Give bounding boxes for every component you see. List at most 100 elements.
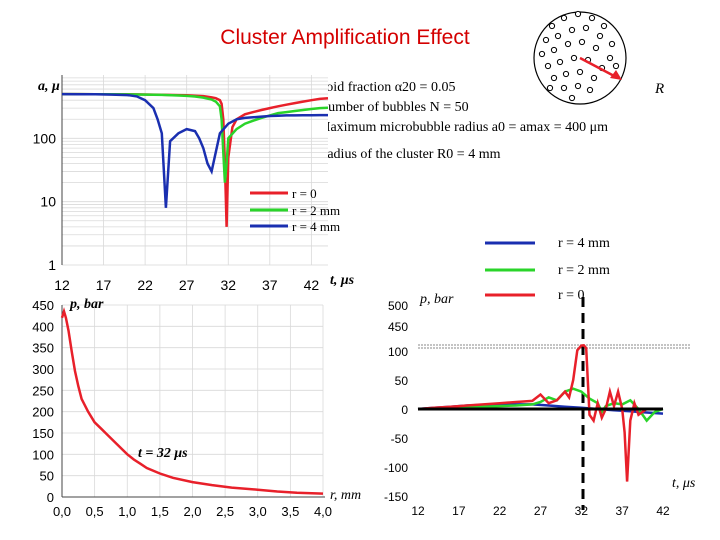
bubble-18: [556, 58, 564, 66]
x-tick-label: 12: [54, 277, 70, 293]
bubble-1: [560, 14, 568, 22]
bubble-16: [606, 54, 614, 62]
bubble-9: [596, 32, 604, 40]
xlabel-t-br: t, μs: [672, 476, 696, 491]
bubble-23: [562, 70, 570, 78]
y-tick-label: 10: [40, 194, 56, 210]
y-tick-label: 400: [32, 319, 54, 334]
bubble-12: [550, 46, 558, 54]
series-pressure: [60, 307, 324, 495]
x-tick-label: 42: [656, 504, 670, 518]
max-radius-text: Maximum microbubble radius a0 = amax = 4…: [318, 120, 609, 135]
legend-label-r0: r = 0: [292, 186, 317, 201]
legend-label-br-r4: r = 4 mm: [558, 236, 610, 251]
y-tick-label: 450: [32, 298, 54, 313]
bubble-10: [608, 40, 616, 48]
bubble-26: [560, 84, 568, 92]
y-tick-label: -150: [384, 490, 408, 504]
x-tick-label: 3,5: [281, 504, 299, 519]
bubble-11: [538, 50, 546, 58]
y-tick-label: 200: [32, 405, 54, 420]
y-tick-label: 350: [32, 341, 54, 356]
bubble-0: [548, 22, 556, 30]
y-tick-label: -50: [391, 432, 409, 446]
y-tick-label: 0: [401, 403, 408, 417]
y-tick-label: 300: [32, 362, 54, 377]
x-tick-label: 22: [493, 504, 507, 518]
y-tick-label: 250: [32, 383, 54, 398]
bubble-8: [582, 24, 590, 32]
x-tick-label: 37: [615, 504, 629, 518]
ylabel-a: a, μ: [38, 79, 60, 94]
bubble-31: [546, 84, 554, 92]
x-tick-label: 32: [220, 277, 236, 293]
x-tick-label: 37: [262, 277, 278, 293]
y-tick-label: 50: [395, 374, 409, 388]
series-r-2-mm: [417, 387, 664, 423]
x-tick-label: 3,0: [249, 504, 267, 519]
bubble-2: [574, 10, 582, 18]
void-fraction-text: Void fraction α20 = 0.05: [318, 80, 456, 95]
arrow-head: [610, 70, 622, 80]
ylabel-p-br: p, bar: [419, 292, 454, 307]
bubble-6: [554, 32, 562, 40]
x-tick-label: 17: [452, 504, 466, 518]
x-tick-label: 0,5: [86, 504, 104, 519]
x-tick-label: 2,0: [183, 504, 201, 519]
y-tick-label: 0: [47, 490, 54, 505]
bubble-27: [574, 82, 582, 90]
bubble-7: [568, 26, 576, 34]
bubbles-text: Number of bubbles N = 50: [318, 100, 469, 115]
y-tick-label: 150: [32, 426, 54, 441]
radius-arrow: [579, 56, 619, 80]
y-tick-label: 500: [388, 299, 408, 313]
y-tick-label: 100: [388, 345, 408, 359]
x-tick-label: 17: [96, 277, 112, 293]
bubble-13: [564, 40, 572, 48]
legend-label-r4: r = 4 mm: [292, 219, 340, 234]
legend-label-r2: r = 2 mm: [292, 203, 340, 218]
xlabel-t: t, μs: [330, 273, 355, 288]
chart-bottom-right: r = 4 mm r = 2 mm r = 0 500450100500-50-…: [384, 236, 696, 518]
bubble-28: [586, 86, 594, 94]
bubble-15: [592, 44, 600, 52]
y-tick-label: 450: [388, 320, 408, 334]
legend-label-br-r2: r = 2 mm: [558, 263, 610, 278]
y-tick-label: 100: [33, 130, 57, 146]
x-tick-label: 27: [179, 277, 195, 293]
time-annotation: t = 32 μs: [138, 446, 188, 461]
chart-top-left: 12 17 22 27 32 37 42 1 10 100 a, μ t, μs r = 0 r …: [33, 75, 355, 293]
x-tick-label: 4,0: [314, 504, 332, 519]
x-tick-label: 22: [137, 277, 153, 293]
plot-area: [62, 75, 328, 265]
legend-top-left: r = 0 r = 2 mm r = 4 mm: [250, 186, 340, 234]
bubble-3: [588, 14, 596, 22]
x-tick-label: 42: [304, 277, 320, 293]
bubble-25: [590, 74, 598, 82]
chart-bottom-left: 0,0 0,5 1,0 1,5 2,0 2,5 3,0 3,5 4,0 0 50 100 150 200 2…: [32, 297, 361, 519]
x-tick-label: 32: [575, 504, 589, 518]
y-tick-label: 50: [40, 469, 54, 484]
bubble-4: [600, 22, 608, 30]
y-tick-label: 100: [32, 447, 54, 462]
series-r-2-mm: [62, 92, 329, 183]
xlabel-r: r, mm: [330, 488, 361, 503]
bubbles-group: [538, 10, 620, 102]
cluster-diagram: R: [533, 10, 664, 105]
series-r-4-mm: [61, 92, 328, 208]
x-tick-label: 1,0: [118, 504, 136, 519]
y-tick-label: -100: [384, 461, 408, 475]
ylabel-p: p, bar: [69, 297, 104, 312]
bubble-17: [544, 62, 552, 70]
bubble-19: [570, 54, 578, 62]
x-tick-label: 1,5: [151, 504, 169, 519]
series-r-0: [417, 343, 663, 482]
bubble-5: [542, 36, 550, 44]
legend-bottom-right: r = 4 mm r = 2 mm r = 0: [485, 236, 610, 303]
legend-label-br-r0: r = 0: [558, 288, 585, 303]
bubble-22: [550, 74, 558, 82]
x-tick-label: 27: [534, 504, 548, 518]
y-tick-label: 1: [48, 257, 56, 273]
page-title: Cluster Amplification Effect: [220, 26, 470, 49]
cluster-radius-text: Radius of the cluster R0 = 4 mm: [318, 147, 501, 162]
